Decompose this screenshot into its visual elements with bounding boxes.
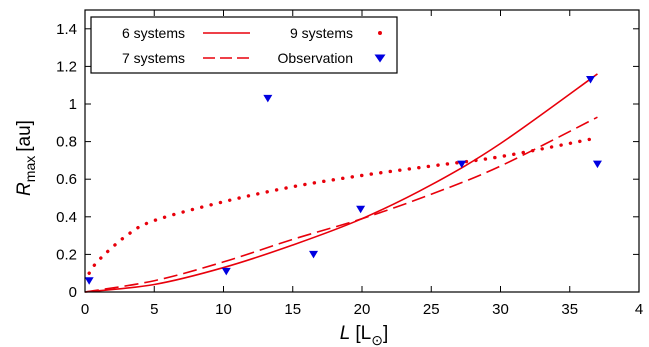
y-tick-label: 1.2: [56, 58, 77, 75]
y-tick-label: 0.8: [56, 134, 77, 151]
y-tick-label: 0.6: [56, 171, 77, 188]
observation-point: [84, 277, 94, 285]
x-axis-title-unit-open: [L: [355, 323, 371, 344]
observation-points: [84, 76, 602, 285]
series-line-9-systems: [87, 136, 600, 275]
series-layer: [84, 73, 600, 293]
observation-point: [356, 205, 366, 214]
x-axis-title: L [L⊙]: [340, 323, 388, 347]
x-tick-label: 5: [150, 301, 158, 318]
legend: 6 systems 9 systems 7 systems Observatio…: [90, 16, 398, 74]
observation-point: [586, 76, 596, 84]
observation-point: [221, 267, 231, 276]
x-axis-title-sub: ⊙: [371, 332, 383, 347]
y-tick-label: 0.4: [56, 209, 77, 226]
series-line-6-systems: [84, 73, 598, 293]
legend-label-observation: Observation: [278, 50, 353, 66]
y-tick-label: 0: [69, 284, 77, 301]
y-axis-title: Rmax [au]: [14, 120, 38, 196]
legend-label-9-systems: 9 systems: [290, 25, 353, 41]
legend-label-6-systems: 6 systems: [122, 25, 185, 41]
series-line-7-systems: [84, 116, 598, 293]
observation-point: [592, 160, 602, 169]
observation-point: [263, 94, 273, 103]
x-axis-title-unit-close: ]: [383, 323, 388, 344]
legend-marker-observation: [374, 54, 386, 63]
observation-point: [457, 160, 467, 169]
y-tick-label: 1.4: [56, 21, 77, 38]
legend-marker-9-systems: [378, 31, 382, 35]
x-tick-label: 25: [423, 301, 440, 318]
x-tick-label: 10: [215, 301, 232, 318]
x-tick-label: 0: [81, 301, 89, 318]
x-tick-label: 30: [492, 301, 509, 318]
legend-box: [90, 16, 398, 74]
y-axis-title-main: R: [14, 182, 35, 196]
x-tick-label: 35: [561, 301, 578, 318]
y-tick-label: 1: [69, 96, 77, 113]
observation-point: [309, 250, 319, 259]
y-axis-title-sub: max: [22, 156, 38, 182]
y-axis-title-unit: [au]: [14, 120, 35, 152]
y-tick-label: 0.2: [56, 246, 77, 263]
x-tick-label: 4: [635, 301, 643, 318]
axis-ticks: 0 5 10 15 20 25 30 35 400.20.40.60.811.21.4: [56, 10, 643, 318]
x-tick-label: 15: [284, 301, 301, 318]
x-axis-title-main: L: [340, 323, 351, 344]
x-tick-label: 20: [354, 301, 371, 318]
legend-label-7-systems: 7 systems: [122, 50, 185, 66]
